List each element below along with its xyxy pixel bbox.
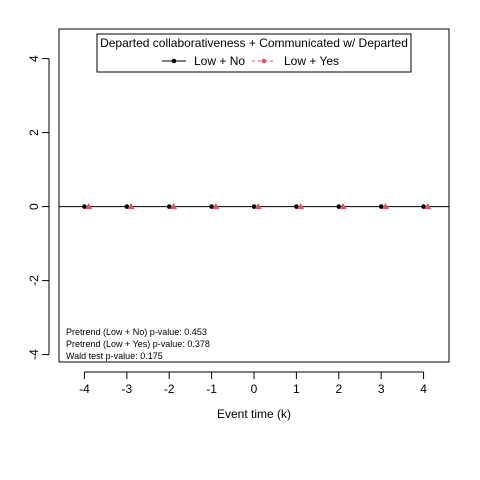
x-tick-label: 3 <box>378 382 385 396</box>
y-tick-label: -2 <box>27 275 41 286</box>
legend-items: Low + No Low + Yes <box>162 54 339 68</box>
y-axis: -4 -2 0 2 4 <box>27 55 50 360</box>
point-low-no <box>336 204 342 209</box>
point-low-no <box>166 204 172 209</box>
point-low-yes <box>339 203 347 210</box>
point-low-no <box>421 204 426 209</box>
y-tick-label: -4 <box>27 349 41 360</box>
point-low-yes <box>212 203 220 210</box>
legend-label: Low + Yes <box>284 54 339 68</box>
pretrend-low-yes-annotation: Pretrend (Low + Yes) p-value: 0.378 <box>66 339 210 349</box>
x-tick-label: -2 <box>164 382 175 396</box>
x-tick-label: -3 <box>121 382 132 396</box>
annotations: Pretrend (Low + No) p-value: 0.453 Pretr… <box>66 327 210 361</box>
y-tick-label: 4 <box>27 55 41 62</box>
x-tick-label: 0 <box>251 382 258 396</box>
point-low-yes <box>297 203 305 210</box>
y-tick-label: 2 <box>27 129 41 136</box>
legend-marker <box>261 58 267 64</box>
legend-title: Departed collaborativeness + Communicate… <box>100 36 408 50</box>
pretrend-low-no-annotation: Pretrend (Low + No) p-value: 0.453 <box>66 327 207 337</box>
x-tick-label: 1 <box>293 382 300 396</box>
point-low-yes <box>381 203 390 210</box>
legend-marker <box>171 58 177 64</box>
point-low-no <box>251 204 257 209</box>
x-axis: -4 -3 -2 -1 0 1 2 3 4 <box>79 371 427 396</box>
plot-frame <box>58 28 450 363</box>
point-low-no <box>378 204 384 209</box>
data-marks <box>82 203 432 210</box>
legend-box <box>96 33 412 73</box>
point-low-yes <box>254 203 262 210</box>
x-tick-label: -4 <box>79 382 90 396</box>
point-low-no <box>209 204 214 209</box>
x-tick-label: -1 <box>206 382 217 396</box>
point-low-no <box>82 204 87 209</box>
x-axis-label: Event time (k) <box>217 407 291 421</box>
point-low-no <box>124 204 130 209</box>
x-tick-label: 4 <box>420 382 427 396</box>
point-low-yes <box>424 203 432 210</box>
legend-label: Low + No <box>194 54 245 68</box>
y-tick-label: 0 <box>27 203 41 210</box>
point-low-no <box>294 204 299 209</box>
point-low-yes <box>85 203 93 210</box>
wald-test-annotation: Wald test p-value: 0.175 <box>66 351 163 361</box>
point-low-yes <box>169 203 178 210</box>
legend: Departed collaborativeness + Communicate… <box>96 33 412 73</box>
point-low-yes <box>127 203 135 210</box>
x-tick-label: 2 <box>335 382 342 396</box>
